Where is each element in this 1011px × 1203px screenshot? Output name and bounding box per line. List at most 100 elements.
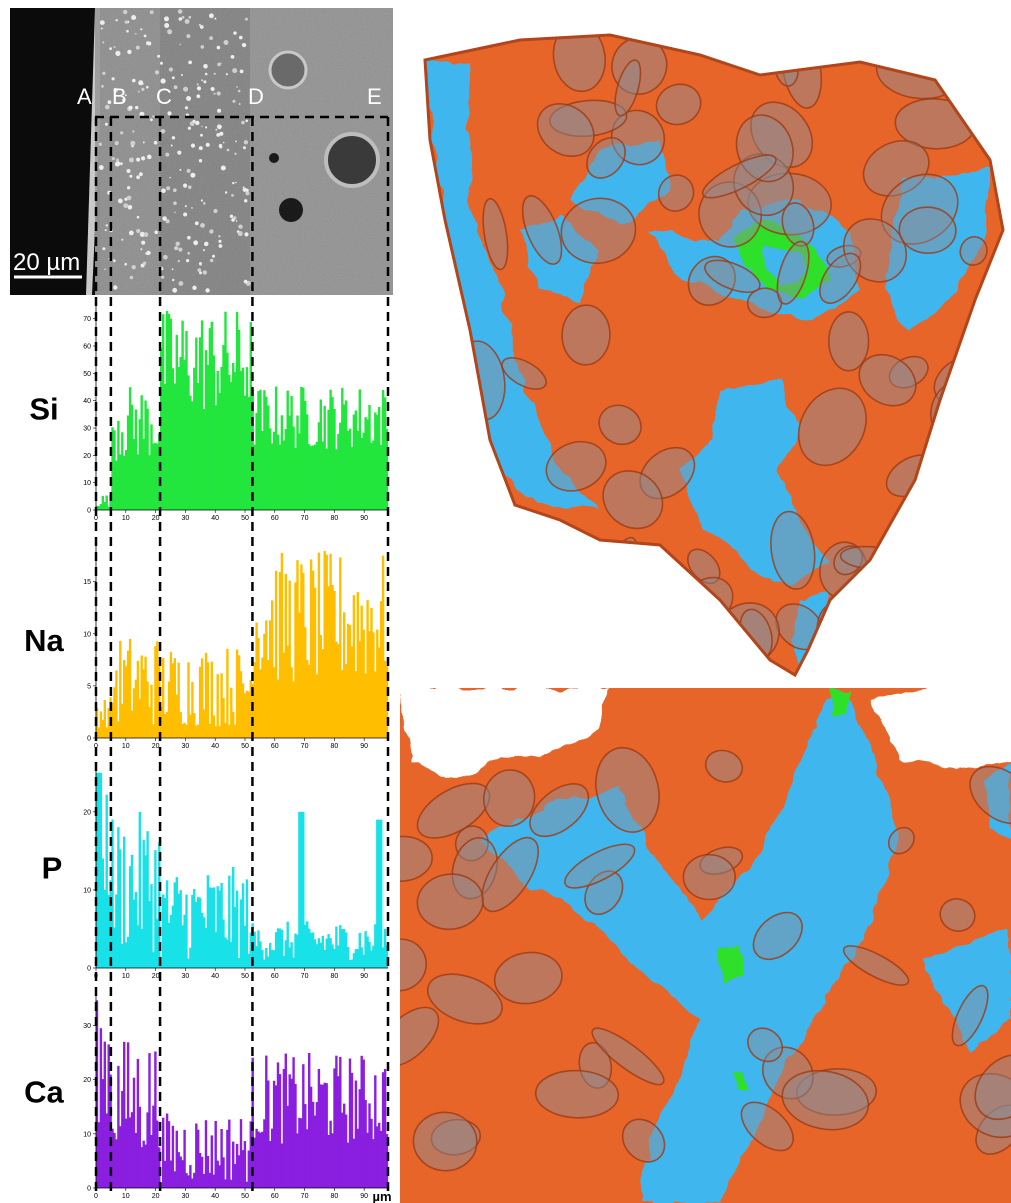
profile-bar [167, 681, 171, 738]
profile-bar [121, 432, 124, 510]
profile-bar [156, 1120, 159, 1188]
sem-particle [123, 203, 129, 209]
zone-label-c: C [156, 84, 172, 109]
profile-bar [385, 1134, 389, 1188]
profile-bar [165, 880, 169, 968]
profile-bar [304, 924, 307, 968]
profile-bar [284, 940, 287, 968]
profile-bar [234, 1164, 237, 1188]
profile-bar [111, 819, 114, 968]
profile-bar [140, 395, 143, 510]
profile-panel-na: Na 0 5 10 15 0 10 20 30 40 50 60 70 80 90 [24, 540, 389, 750]
profile-bar [381, 1072, 385, 1188]
sem-particle [213, 92, 216, 95]
sem-particle [136, 215, 140, 219]
profile-bar [325, 1083, 328, 1188]
profile-bar [142, 439, 145, 510]
sem-particle [111, 157, 115, 161]
tomo-grain [451, 837, 498, 900]
profile-bar [255, 946, 258, 968]
sem-particle [174, 246, 179, 251]
tomo-grain [819, 252, 862, 304]
profile-bar [107, 894, 110, 968]
profile-bar [175, 334, 178, 510]
profile-bar [123, 1041, 126, 1188]
profile-bar [276, 434, 280, 510]
profile-bar [158, 664, 161, 738]
sem-particle [186, 168, 191, 173]
profile-bar [156, 641, 159, 738]
sem-particle [210, 258, 214, 263]
sem-particle [192, 285, 197, 290]
sem-particle [178, 247, 183, 252]
tomo-zoom-label-mask [960, 688, 1011, 748]
profile-bar [113, 927, 116, 968]
profile-bar [123, 836, 126, 968]
profile-bar [101, 1079, 104, 1188]
profile-bar [288, 1074, 291, 1188]
profile-bar [360, 438, 363, 510]
profile-bar [140, 1147, 143, 1188]
tomo-grain [828, 311, 870, 372]
profile-bar [125, 942, 128, 968]
profile-bar [97, 506, 101, 510]
profile-bar [150, 424, 153, 510]
sem-particle [167, 29, 173, 35]
profile-bar [206, 365, 210, 510]
profile-bar [343, 404, 346, 510]
y-tick-label: 15 [83, 579, 91, 586]
sem-pore [279, 198, 303, 222]
profile-bar [325, 938, 328, 968]
sem-particle [239, 69, 244, 74]
tomo-grain [862, 140, 930, 197]
sem-particle [190, 172, 196, 178]
profile-bar [237, 655, 241, 738]
profile-bar [165, 1113, 169, 1188]
profile-bar [152, 952, 155, 968]
sem-particle [184, 205, 187, 208]
sem-particle [216, 133, 221, 137]
profile-bar [259, 1132, 262, 1188]
profile-bar [370, 950, 373, 968]
sem-particle [170, 144, 173, 147]
tomo-grain [858, 353, 917, 407]
profile-bar [364, 931, 367, 968]
profile-bar [354, 949, 358, 968]
profile-bar [249, 1121, 252, 1188]
sem-particle [124, 262, 127, 266]
profile-bar [368, 1103, 371, 1188]
profile-bar [321, 1084, 324, 1188]
profile-bar [315, 1102, 319, 1188]
profile-bar [99, 1028, 103, 1188]
sem-particle [165, 152, 170, 157]
profile-bar [257, 391, 260, 510]
sem-particle [245, 188, 249, 192]
profile-bar [125, 1118, 128, 1188]
profile-bar [97, 727, 101, 738]
profile-bar [243, 693, 247, 738]
tomo-grain [974, 1053, 1011, 1121]
profile-panel-p: P010200102030405060708090 [42, 765, 389, 980]
profile-bar [272, 1080, 276, 1188]
sem-particle [202, 270, 207, 275]
profile-bar [193, 367, 196, 510]
profile-bar [210, 1135, 213, 1188]
sem-particle [112, 259, 116, 263]
profile-bar [344, 400, 348, 510]
profile-bar [265, 396, 268, 510]
sem-particle [195, 120, 200, 126]
sem-particle [128, 230, 134, 236]
profile-bar [376, 414, 379, 510]
profile-bar [317, 422, 321, 510]
sem-particle [191, 207, 193, 209]
sem-particle [205, 126, 208, 129]
profile-bar [247, 953, 250, 968]
profile-bar [337, 433, 340, 510]
profile-bar [121, 1090, 124, 1188]
tomo-grain [797, 387, 867, 467]
profile-bar [278, 444, 282, 510]
sem-particle [209, 13, 214, 19]
profile-bar [302, 1064, 305, 1188]
profile-bar [352, 953, 356, 968]
profile-bar [284, 1053, 287, 1188]
